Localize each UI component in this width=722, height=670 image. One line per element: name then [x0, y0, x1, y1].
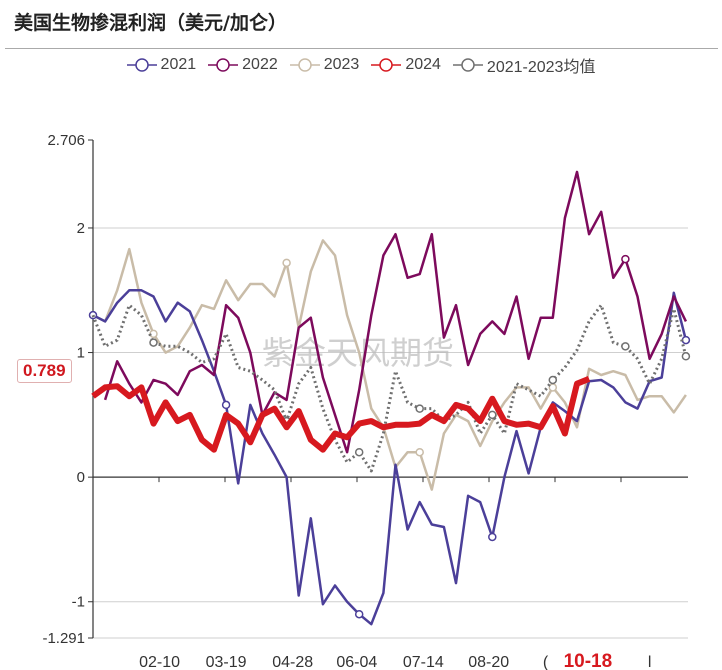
y-tick-label: 1 — [77, 345, 85, 362]
legend-item[interactable]: 2023 — [289, 53, 360, 77]
series-2021-2023均值 — [91, 303, 691, 473]
data-point-marker — [282, 258, 291, 268]
data-point-marker — [354, 447, 364, 457]
x-tick-label: 10-18 — [564, 651, 613, 670]
series-line — [103, 170, 688, 454]
legend-marker-icon — [289, 58, 320, 72]
legend-item[interactable]: 2021-2023均值 — [452, 53, 596, 77]
data-point-marker — [681, 352, 691, 361]
legend-marker-icon — [371, 58, 402, 72]
series-line — [92, 289, 688, 626]
chart-title: 美国生物掺混利润（美元/加仑） — [14, 12, 287, 34]
data-point-marker — [415, 404, 424, 413]
legend-label: 2021-2023均值 — [486, 59, 596, 76]
legend: 2021 2022 2023 2024 2021-2023均值 — [0, 53, 722, 77]
series-2024 — [91, 376, 591, 453]
series-line — [91, 303, 688, 473]
data-point-marker — [488, 532, 497, 542]
data-point-marker — [415, 447, 424, 457]
x-tick-label: 03-19 — [206, 654, 247, 670]
legend-item[interactable]: 2024 — [371, 53, 441, 77]
legend-marker-icon — [208, 58, 239, 72]
series-2022 — [103, 170, 688, 454]
data-point-marker — [149, 338, 158, 347]
x-tick-label: ( — [543, 654, 549, 670]
legend-item[interactable]: 2022 — [208, 53, 278, 77]
data-point-marker — [88, 310, 98, 320]
data-point-marker — [621, 254, 630, 264]
x-tick-label: l — [648, 654, 652, 670]
legend-label: 2023 — [323, 56, 360, 73]
x-tick-label: 07-14 — [403, 654, 444, 670]
data-point-marker — [488, 410, 497, 420]
legend-marker-icon — [126, 58, 157, 72]
legend-label: 2022 — [242, 56, 278, 73]
watermark: 紫金天风期货 — [262, 334, 454, 372]
x-tick-label: 06-04 — [336, 654, 377, 670]
y-tick-label: 2.706 — [47, 132, 85, 149]
y-tick-label: -1 — [72, 594, 85, 611]
y-tick-label: -1.291 — [42, 630, 85, 647]
legend-label: 2024 — [405, 56, 441, 73]
legend-label: 2021 — [160, 56, 197, 73]
x-tick-label: 02-10 — [139, 654, 180, 670]
series-line — [91, 376, 591, 453]
x-tick-label: 04-28 — [272, 654, 313, 670]
y-tick-label: 2 — [77, 220, 85, 237]
y-tick-label: 0 — [77, 469, 85, 486]
legend-item[interactable]: 2021 — [126, 53, 197, 77]
x-tick-label: 08-20 — [468, 654, 509, 670]
legend-marker-icon — [452, 58, 483, 72]
data-point-marker — [621, 342, 630, 351]
title-divider — [5, 48, 718, 49]
series-2021 — [88, 289, 691, 626]
data-point-marker — [354, 609, 364, 619]
data-point-marker — [681, 335, 691, 345]
current-value-label: 0.789 — [17, 359, 72, 383]
data-point-marker — [221, 400, 231, 410]
data-point-marker — [548, 375, 558, 385]
